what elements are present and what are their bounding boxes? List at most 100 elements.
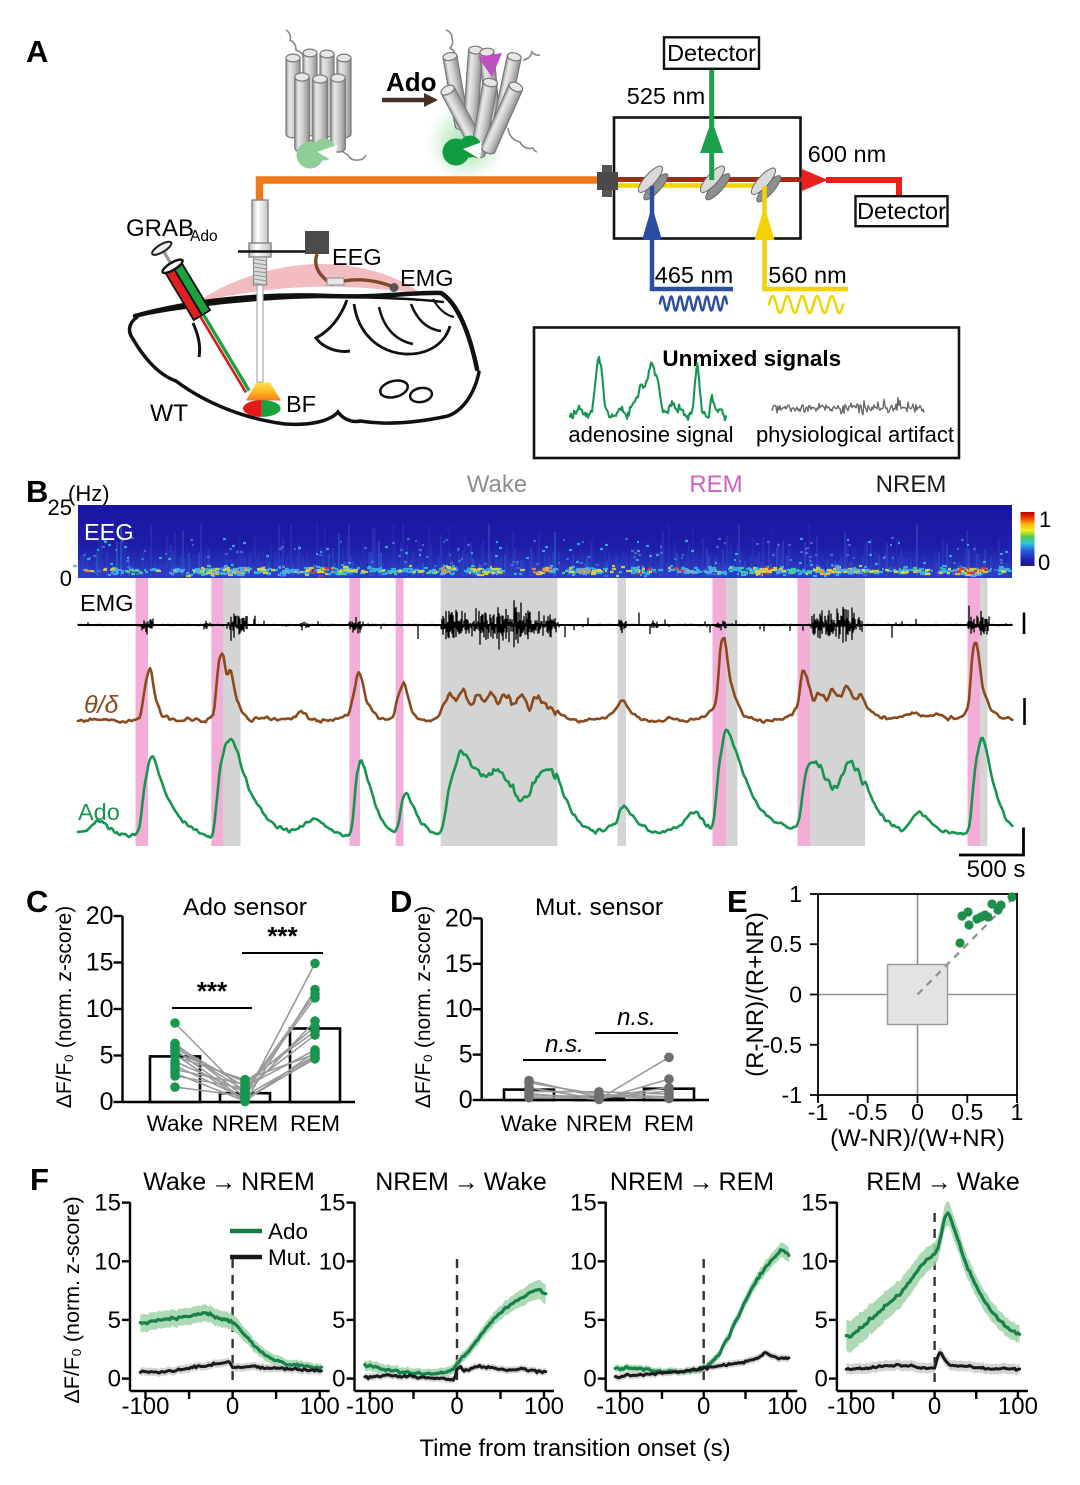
svg-text:REM → Wake: REM → Wake xyxy=(866,1168,1020,1196)
svg-text:Detector: Detector xyxy=(857,198,946,224)
svg-text:0: 0 xyxy=(459,1086,473,1114)
svg-text:Ado: Ado xyxy=(268,1219,308,1244)
svg-text:-100: -100 xyxy=(346,1393,394,1420)
svg-text:1: 1 xyxy=(1039,507,1051,532)
svg-text:REM: REM xyxy=(290,1111,340,1136)
svg-text:Unmixed signals: Unmixed signals xyxy=(662,346,841,371)
svg-text:25: 25 xyxy=(48,495,72,520)
svg-text:Ado: Ado xyxy=(78,799,120,825)
svg-text:EMG: EMG xyxy=(80,590,134,616)
svg-text:ΔF/F₀ (norm. z-score): ΔF/F₀ (norm. z-score) xyxy=(53,906,76,1108)
svg-text:0: 0 xyxy=(697,1393,710,1420)
svg-text:-100: -100 xyxy=(596,1393,644,1420)
svg-text:15: 15 xyxy=(570,1190,597,1217)
svg-text:1: 1 xyxy=(1011,1099,1024,1125)
svg-text:NREM: NREM xyxy=(566,1111,632,1136)
svg-text:0: 0 xyxy=(332,1366,345,1393)
svg-text:15: 15 xyxy=(94,1190,121,1217)
svg-text:-0.5: -0.5 xyxy=(848,1099,888,1125)
svg-text:C: C xyxy=(26,884,48,919)
svg-text:NREM → REM: NREM → REM xyxy=(610,1168,774,1196)
svg-text:***: *** xyxy=(197,976,228,1006)
svg-text:100: 100 xyxy=(767,1393,807,1420)
svg-text:-1: -1 xyxy=(782,1082,802,1108)
svg-text:Ado: Ado xyxy=(190,228,218,245)
svg-text:-100: -100 xyxy=(121,1393,169,1420)
svg-text:15: 15 xyxy=(86,949,114,977)
svg-text:10: 10 xyxy=(445,995,473,1023)
svg-text:15: 15 xyxy=(801,1190,828,1217)
svg-text:A: A xyxy=(26,34,48,69)
svg-text:465 nm: 465 nm xyxy=(655,262,733,288)
svg-text:0: 0 xyxy=(928,1393,941,1420)
svg-text:5: 5 xyxy=(583,1307,596,1334)
svg-text:θ/δ: θ/δ xyxy=(84,691,120,719)
svg-text:-100: -100 xyxy=(827,1393,875,1420)
svg-text:adenosine signal: adenosine signal xyxy=(568,422,733,447)
svg-text:ΔF/F₀ (norm. z-score): ΔF/F₀ (norm. z-score) xyxy=(412,906,435,1108)
svg-text:560 nm: 560 nm xyxy=(768,262,846,288)
svg-text:15: 15 xyxy=(319,1190,346,1217)
svg-text:500 s: 500 s xyxy=(967,856,1026,883)
svg-text:Wake → NREM: Wake → NREM xyxy=(143,1168,315,1196)
svg-text:(R-NR)/(R+NR): (R-NR)/(R+NR) xyxy=(742,912,769,1077)
svg-text:(W-NR)/(W+NR): (W-NR)/(W+NR) xyxy=(830,1125,1005,1152)
svg-text:Detector: Detector xyxy=(667,40,756,66)
svg-text:0: 0 xyxy=(226,1393,239,1420)
svg-text:0.5: 0.5 xyxy=(951,1099,983,1125)
svg-text:Wake: Wake xyxy=(501,1111,558,1136)
svg-text:EMG: EMG xyxy=(400,265,454,291)
svg-text:Wake: Wake xyxy=(147,1111,204,1136)
svg-text:15: 15 xyxy=(445,950,473,978)
svg-text:Mut.: Mut. xyxy=(268,1245,312,1270)
svg-text:0: 0 xyxy=(789,982,802,1008)
svg-text:F: F xyxy=(30,1162,49,1197)
svg-text:NREM: NREM xyxy=(876,471,947,498)
svg-text:20: 20 xyxy=(86,902,114,930)
svg-text:600 nm: 600 nm xyxy=(808,141,886,167)
svg-text:EEG: EEG xyxy=(332,244,382,270)
svg-text:10: 10 xyxy=(319,1248,346,1275)
svg-text:5: 5 xyxy=(459,1041,473,1069)
svg-text:n.s.: n.s. xyxy=(545,1031,584,1058)
svg-text:0: 0 xyxy=(583,1366,596,1393)
svg-text:100: 100 xyxy=(524,1393,564,1420)
svg-text:REM: REM xyxy=(644,1111,694,1136)
svg-text:10: 10 xyxy=(570,1248,597,1275)
svg-text:10: 10 xyxy=(94,1248,121,1275)
svg-text:GRAB: GRAB xyxy=(126,215,194,242)
svg-text:5: 5 xyxy=(100,1042,114,1070)
svg-text:D: D xyxy=(390,884,412,919)
svg-text:-1: -1 xyxy=(808,1099,828,1125)
svg-text:BF: BF xyxy=(286,391,316,417)
svg-text:5: 5 xyxy=(108,1307,121,1334)
svg-text:***: *** xyxy=(267,921,298,951)
svg-text:ΔF/F₀ (norm. z-score): ΔF/F₀ (norm. z-score) xyxy=(60,1196,84,1403)
svg-text:0: 0 xyxy=(450,1393,463,1420)
svg-text:EEG: EEG xyxy=(84,519,134,545)
svg-text:0: 0 xyxy=(100,1088,114,1116)
svg-text:525 nm: 525 nm xyxy=(627,83,705,109)
svg-text:Ado sensor: Ado sensor xyxy=(183,894,307,921)
svg-text:1: 1 xyxy=(789,881,802,907)
svg-text:0: 0 xyxy=(108,1366,121,1393)
svg-text:WT: WT xyxy=(150,400,188,427)
svg-text:(Hz): (Hz) xyxy=(68,481,110,506)
svg-text:Time from transition onset (s): Time from transition onset (s) xyxy=(419,1435,730,1462)
svg-text:100: 100 xyxy=(300,1393,340,1420)
svg-text:B: B xyxy=(26,474,48,509)
svg-text:physiological artifact: physiological artifact xyxy=(756,422,954,447)
svg-text:NREM: NREM xyxy=(212,1111,278,1136)
svg-text:0: 0 xyxy=(1038,550,1050,575)
svg-text:20: 20 xyxy=(445,904,473,932)
svg-text:n.s.: n.s. xyxy=(617,1004,656,1031)
svg-text:10: 10 xyxy=(86,995,114,1023)
svg-text:100: 100 xyxy=(998,1393,1038,1420)
svg-text:Wake: Wake xyxy=(467,471,527,498)
svg-text:10: 10 xyxy=(801,1248,828,1275)
svg-text:0: 0 xyxy=(911,1099,924,1125)
svg-text:0: 0 xyxy=(815,1366,828,1393)
svg-text:Mut. sensor: Mut. sensor xyxy=(535,894,663,921)
svg-text:0: 0 xyxy=(60,566,72,591)
svg-text:5: 5 xyxy=(815,1307,828,1334)
